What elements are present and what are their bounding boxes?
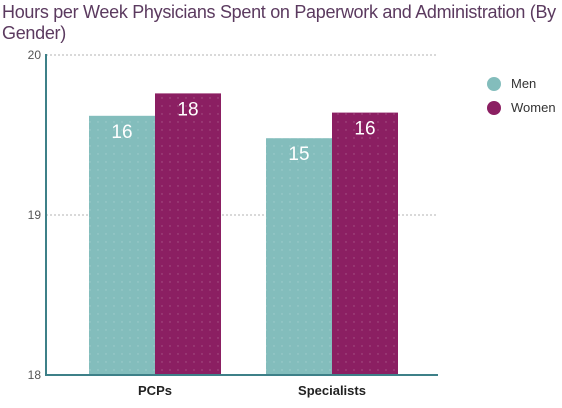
y-tick-label: 20 — [28, 48, 42, 62]
bar-texture — [266, 138, 332, 375]
legend-label-women: Women — [511, 100, 556, 115]
y-tick-label: 19 — [28, 208, 42, 222]
bar-texture — [89, 115, 155, 376]
legend-swatch-men — [487, 77, 501, 91]
data-label: 16 — [354, 119, 375, 140]
x-category-label: Specialists — [298, 383, 366, 398]
bar-texture — [155, 93, 221, 376]
data-label: 16 — [111, 122, 132, 143]
x-category-label: PCPs — [138, 383, 172, 398]
y-tick-label: 18 — [28, 368, 42, 382]
chart-title: Hours per Week Physicians Spent on Paper… — [2, 2, 556, 43]
data-label: 18 — [177, 99, 198, 120]
bar-texture — [332, 112, 398, 375]
legend-label-men: Men — [511, 76, 536, 91]
data-label: 15 — [288, 144, 309, 165]
legend-swatch-women — [487, 101, 501, 115]
